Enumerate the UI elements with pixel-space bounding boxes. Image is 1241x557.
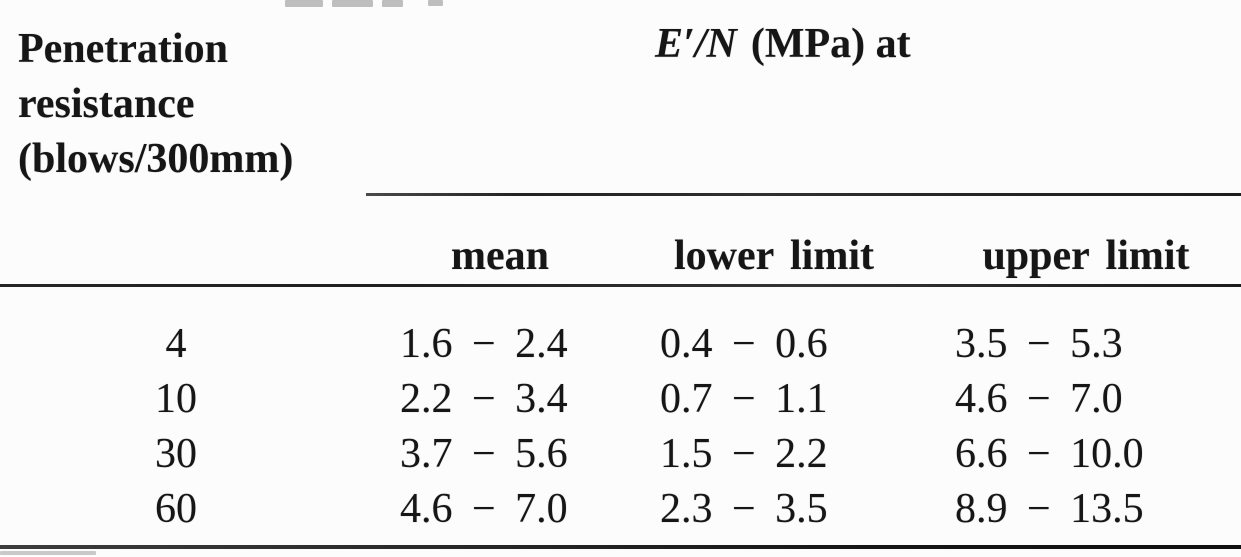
- group-header-unit: (MPa) at: [750, 21, 911, 67]
- cell-mean: 2.2 − 3.4: [400, 376, 568, 422]
- cell-upper-limit: 6.6 − 10.0: [955, 431, 1144, 477]
- cell-upper-limit: 8.9 − 13.5: [955, 486, 1144, 532]
- scan-artifact: [382, 0, 403, 7]
- cell-upper-limit: 3.5 − 5.3: [955, 321, 1123, 367]
- group-header-symbol: E′/N: [655, 21, 737, 67]
- cell-lower-limit: 1.5 − 2.2: [660, 431, 828, 477]
- table-row: 10 2.2 − 3.4 0.7 − 1.1 4.6 − 7.0: [0, 372, 1241, 427]
- cell-mean: 1.6 − 2.4: [400, 321, 568, 367]
- row-header-line: (blows/300mm): [18, 136, 294, 182]
- row-header-line: resistance: [18, 81, 195, 127]
- cell-penetration: 30: [155, 431, 197, 477]
- scan-artifact: [0, 551, 96, 555]
- column-header-lower-limit: lower limit: [673, 233, 874, 279]
- scan-artifact: [332, 0, 373, 7]
- header-rule: [0, 284, 1241, 287]
- cell-penetration: 4: [165, 321, 187, 367]
- cell-upper-limit: 4.6 − 7.0: [955, 376, 1123, 422]
- table-row: 60 4.6 − 7.0 2.3 − 3.5 8.9 − 13.5: [0, 482, 1241, 537]
- cell-mean: 4.6 − 7.0: [400, 486, 568, 532]
- cell-mean: 3.7 − 5.6: [400, 431, 568, 477]
- column-group-header: E′/N (MPa) at: [655, 17, 911, 72]
- bottom-rule: [0, 545, 1241, 549]
- row-header-title: Penetration resistance (blows/300mm): [18, 22, 378, 187]
- column-header-mean: mean: [451, 233, 549, 279]
- table-row: 30 3.7 − 5.6 1.5 − 2.2 6.6 − 10.0: [0, 427, 1241, 482]
- column-header-upper-limit: upper limit: [982, 233, 1190, 279]
- cell-penetration: 60: [155, 486, 197, 532]
- cell-lower-limit: 0.4 − 0.6: [660, 321, 828, 367]
- group-header-rule: [366, 193, 1241, 196]
- table-row: 4 1.6 − 2.4 0.4 − 0.6 3.5 − 5.3: [0, 317, 1241, 372]
- cell-lower-limit: 2.3 − 3.5: [660, 486, 828, 532]
- row-header-line: Penetration: [18, 26, 228, 72]
- cell-penetration: 10: [155, 376, 197, 422]
- scan-artifact: [285, 0, 323, 7]
- scan-artifact: [428, 0, 443, 6]
- cell-lower-limit: 0.7 − 1.1: [660, 376, 828, 422]
